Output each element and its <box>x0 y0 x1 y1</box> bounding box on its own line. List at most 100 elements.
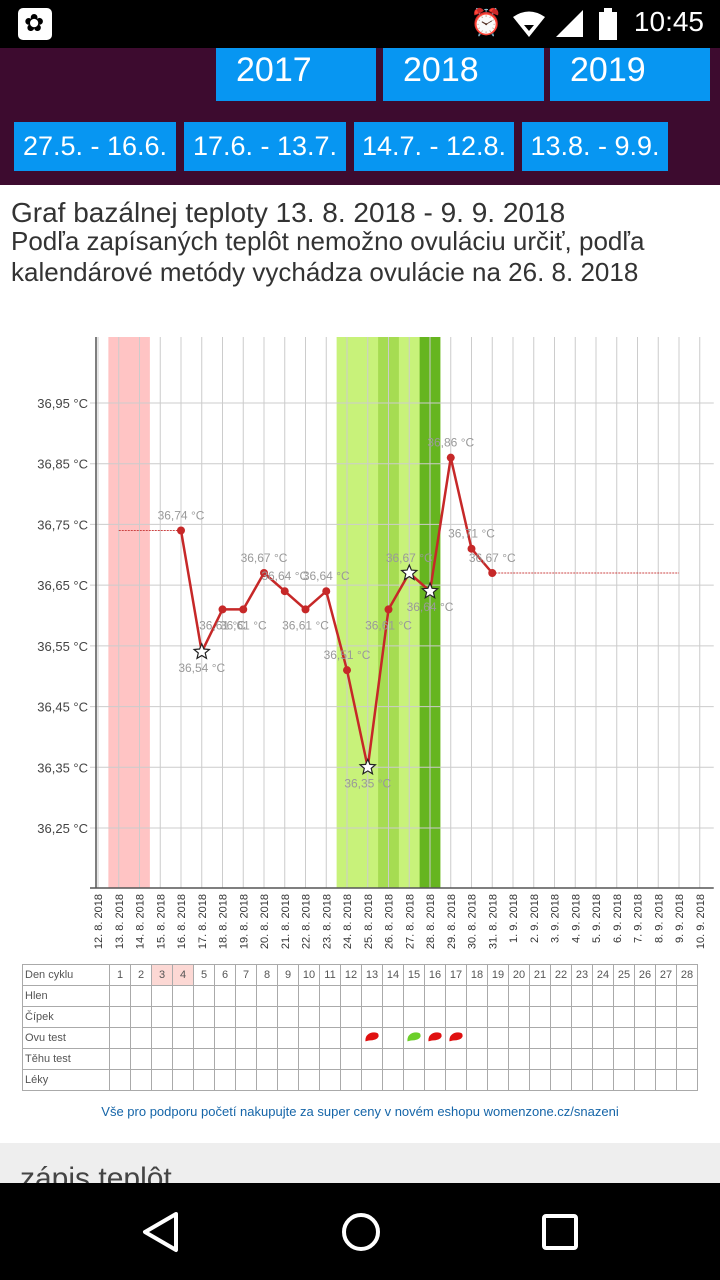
cycle-cell <box>613 1069 635 1091</box>
x-tick-label: 25. 8. 2018 <box>363 894 375 949</box>
cycle-cell <box>340 1006 362 1028</box>
data-label: 36,35 °C <box>344 776 391 790</box>
data-label: 36,86 °C <box>427 436 474 450</box>
year-button-2019[interactable]: 2019 <box>550 48 710 101</box>
x-tick-label: 24. 8. 2018 <box>342 894 354 949</box>
cycle-cell <box>130 1006 152 1028</box>
cycle-cell <box>172 1006 194 1028</box>
cycle-cell <box>361 1048 383 1070</box>
data-label: 36,51 °C <box>324 648 371 662</box>
cycle-cell: 15 <box>403 964 425 986</box>
page-title: Graf bazálnej teploty 13. 8. 2018 - 9. 9… <box>11 197 566 228</box>
cycle-cell: 20 <box>508 964 530 986</box>
cycle-cell <box>277 1069 299 1091</box>
data-point <box>177 526 185 535</box>
cycle-cell <box>298 1006 320 1028</box>
cycle-cell <box>487 1069 509 1091</box>
x-tick-label: 31. 8. 2018 <box>487 894 499 949</box>
cycle-row-label: Hlen <box>22 985 110 1007</box>
cycle-row-label: Léky <box>22 1069 110 1091</box>
x-tick-label: 2. 9. 2018 <box>529 894 541 943</box>
cycle-cell <box>676 1069 698 1091</box>
data-label: 36,71 °C <box>448 527 495 541</box>
period-button-3[interactable]: 14.7. - 12.8. <box>354 122 514 171</box>
back-icon[interactable] <box>140 1211 180 1253</box>
x-tick-label: 28. 8. 2018 <box>425 894 437 949</box>
recents-icon[interactable] <box>541 1213 579 1251</box>
cycle-cell: 25 <box>613 964 635 986</box>
cycle-cell <box>382 1069 404 1091</box>
cycle-cell <box>550 1069 572 1091</box>
cycle-cell <box>382 1027 404 1049</box>
status-bar: ⏰ 10:45 <box>0 0 720 48</box>
cycle-cell: 22 <box>550 964 572 986</box>
x-tick-label: 13. 8. 2018 <box>114 894 126 949</box>
year-button-2018[interactable]: 2018 <box>383 48 544 101</box>
year-button-2017[interactable]: 2017 <box>216 48 376 101</box>
cycle-cell <box>298 1069 320 1091</box>
cycle-cell <box>529 1048 551 1070</box>
x-tick-label: 15. 8. 2018 <box>155 894 167 949</box>
cycle-cell: 18 <box>466 964 488 986</box>
home-icon[interactable] <box>340 1211 382 1253</box>
cycle-row: Léky <box>22 1069 698 1091</box>
cycle-cell <box>319 1069 341 1091</box>
cycle-cell <box>403 1069 425 1091</box>
cycle-cell <box>109 1048 131 1070</box>
cycle-cell <box>445 1069 467 1091</box>
cycle-table: Den cyklu 1 2 3 4 5 6 7 8 9 10 11 12 13 14 15 16 17 18 19 20… <box>22 964 698 1091</box>
cycle-cell <box>298 985 320 1007</box>
data-point-star <box>400 563 419 581</box>
cycle-cell <box>361 1069 383 1091</box>
cycle-cell <box>445 1027 467 1049</box>
cycle-cell <box>172 1048 194 1070</box>
data-label: 36,54 °C <box>178 661 225 675</box>
x-tick-label: 22. 8. 2018 <box>301 894 313 949</box>
data-point <box>239 605 248 614</box>
x-tick-label: 18. 8. 2018 <box>218 894 230 949</box>
cycle-cell <box>466 985 488 1007</box>
x-tick-label: 10. 9. 2018 <box>695 894 707 949</box>
period-button-4[interactable]: 13.8. - 9.9. <box>522 122 668 171</box>
cycle-cell <box>676 1048 698 1070</box>
cycle-cell <box>508 1027 530 1049</box>
cycle-cell <box>298 1027 320 1049</box>
cycle-cell <box>277 1006 299 1028</box>
temperature-line <box>179 457 494 768</box>
cycle-cell <box>130 1069 152 1091</box>
cycle-cell: 21 <box>529 964 551 986</box>
cycle-cell <box>361 1027 383 1049</box>
cycle-cell <box>487 1006 509 1028</box>
y-tick-label: 36,55 °C <box>37 639 88 654</box>
cycle-cell <box>655 1006 677 1028</box>
cycle-cell <box>256 1048 278 1070</box>
cycle-cell: 8 <box>256 964 278 986</box>
data-point <box>280 587 289 596</box>
data-point <box>301 605 310 614</box>
period-button-1[interactable]: 27.5. - 16.6. <box>14 122 176 171</box>
x-tick-label: 14. 8. 2018 <box>135 894 147 949</box>
y-tick-label: 36,95 °C <box>37 396 88 411</box>
x-tick-label: 16. 8. 2018 <box>176 894 188 949</box>
y-tick-label: 36,25 °C <box>37 821 88 836</box>
cycle-cell <box>592 985 614 1007</box>
cycle-cell <box>193 1048 215 1070</box>
cycle-cell <box>277 985 299 1007</box>
cycle-cell <box>466 1048 488 1070</box>
period-button-2[interactable]: 17.6. - 13.7. <box>184 122 346 171</box>
cycle-cell <box>655 1027 677 1049</box>
shop-link[interactable]: Vše pro podporu početí nakupujte za supe… <box>101 1104 619 1119</box>
cycle-cell: 11 <box>319 964 341 986</box>
cycle-cell: 19 <box>487 964 509 986</box>
cycle-cell <box>592 1069 614 1091</box>
cycle-cell <box>445 1048 467 1070</box>
cycle-cell <box>193 985 215 1007</box>
cycle-cell <box>487 1027 509 1049</box>
cycle-cell <box>361 985 383 1007</box>
cycle-cell <box>487 985 509 1007</box>
cycle-cell <box>634 1069 656 1091</box>
cycle-cell <box>109 1027 131 1049</box>
cycle-cell <box>571 1048 593 1070</box>
data-point <box>384 605 393 614</box>
ovu-test-icon <box>427 1030 443 1043</box>
